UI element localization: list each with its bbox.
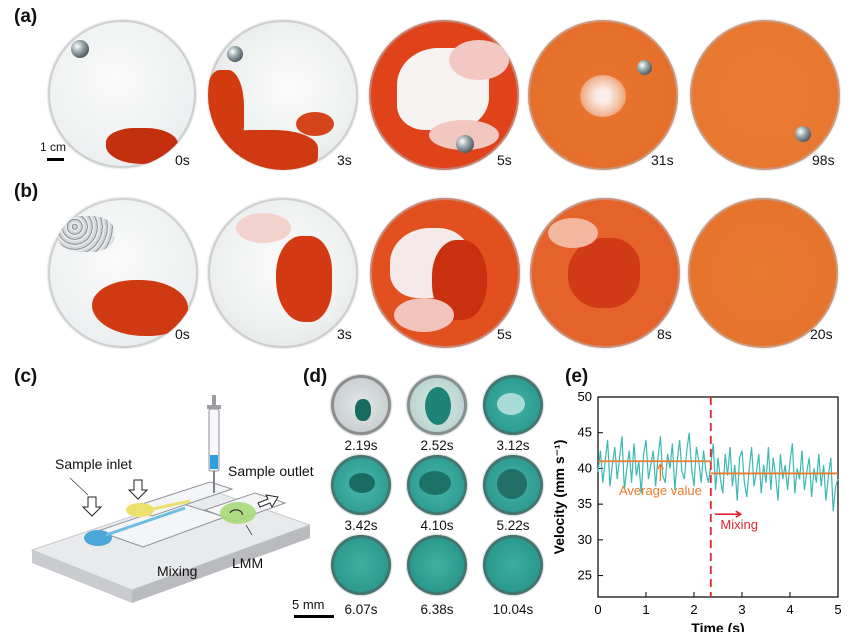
mixing-chamber	[220, 502, 256, 524]
dish-b-20s	[688, 198, 838, 348]
dish-b-8s	[530, 198, 680, 348]
up-arrow-icon	[656, 462, 665, 481]
y-tick-label: 50	[578, 389, 592, 404]
time-a-3: 31s	[651, 152, 674, 168]
mixing-frame-9	[483, 535, 543, 595]
dish-a-0s	[48, 20, 196, 168]
inlet-arrow-icon	[81, 496, 103, 517]
dish-a-98s	[690, 20, 840, 170]
plot-frame	[597, 396, 839, 598]
time-a-2: 5s	[497, 152, 512, 168]
metal-droplet-icon	[71, 40, 89, 58]
dish-a-3s	[208, 20, 358, 170]
time-b-3: 8s	[657, 326, 672, 342]
time-d-6: 6.07s	[344, 602, 378, 617]
device-diagram	[30, 395, 310, 603]
syringe-flange	[207, 405, 221, 409]
scale-bar-d	[294, 615, 334, 618]
time-d-1: 2.52s	[420, 438, 454, 453]
mixing-frame-2	[407, 375, 467, 435]
mixing-frame-8	[407, 535, 467, 595]
syringe-plunger	[212, 395, 216, 405]
dish-a-31s	[528, 20, 678, 170]
panel-c-label: (c)	[14, 366, 38, 387]
y-tick-label: 30	[578, 532, 592, 547]
yellow-inlet	[126, 503, 154, 517]
x-tick-label: 0	[594, 602, 601, 617]
metal-droplet-icon	[227, 46, 243, 62]
x-tick-label: 1	[642, 602, 649, 617]
time-d-5: 5.22s	[496, 518, 530, 533]
lmm-label: LMM	[232, 555, 264, 571]
time-a-0: 0s	[175, 152, 190, 168]
mixing-frame-3	[483, 375, 543, 435]
dish-b-3s	[208, 198, 358, 348]
x-tick-label: 2	[690, 602, 697, 617]
x-tick-label: 5	[834, 602, 841, 617]
chip-base-front	[132, 525, 310, 603]
mixing-frame-6	[483, 455, 543, 515]
scale-bar-a-label: 1 cm	[40, 140, 67, 154]
mixing-frame-5	[407, 455, 467, 515]
sample-inlet-label: Sample inlet	[55, 456, 133, 472]
time-d-3: 3.42s	[344, 518, 378, 533]
time-b-0: 0s	[175, 326, 190, 342]
series-velocity-line	[597, 432, 839, 512]
syringe-needle	[213, 471, 215, 493]
right-arrow-icon	[714, 510, 743, 518]
metal-droplet-icon	[637, 60, 652, 75]
mixing-annotation: Mixing	[720, 517, 758, 532]
syringe-liquid	[210, 455, 218, 469]
y-axis-label: Velocity (mm s⁻¹)	[551, 440, 567, 555]
scale-bar-d-label: 5 mm	[292, 597, 325, 612]
panel-a-label: (a)	[14, 6, 38, 27]
time-b-1: 3s	[337, 326, 352, 342]
time-b-2: 5s	[497, 326, 512, 342]
y-tick-label: 45	[578, 425, 592, 440]
time-d-0: 2.19s	[344, 438, 378, 453]
time-d-2: 3.12s	[496, 438, 530, 453]
y-tick-label: 35	[578, 496, 592, 511]
yellow-stream	[147, 499, 191, 512]
outlet-arrow-icon	[257, 494, 279, 509]
time-b-4: 20s	[810, 326, 833, 342]
mixing-frame-4	[331, 455, 391, 515]
dish-b-0s	[48, 198, 198, 348]
x-tick-label: 4	[786, 602, 793, 617]
time-d-7: 6.38s	[420, 602, 454, 617]
rotation-arrow-icon	[229, 509, 243, 516]
time-d-8: 10.04s	[492, 602, 534, 617]
panel-b-label: (b)	[14, 181, 39, 202]
mixing-frame-7	[331, 535, 391, 595]
x-tick-label: 3	[738, 602, 745, 617]
sample-outlet-label: Sample outlet	[228, 463, 314, 479]
chip-base-side	[32, 550, 132, 603]
blue-inlet	[84, 530, 112, 546]
scale-bar-a	[47, 158, 64, 161]
dish-a-5s	[369, 20, 519, 170]
y-tick-label: 40	[578, 460, 592, 475]
y-tick-label: 25	[578, 568, 592, 583]
panel-d-label: (d)	[303, 366, 328, 387]
metal-droplet-icon	[456, 135, 474, 153]
metal-droplet-icon	[795, 126, 811, 142]
mixing-frame-1	[331, 375, 391, 435]
average-value-annotation: Average value	[619, 483, 702, 498]
mixing-label: Mixing	[157, 563, 198, 579]
time-d-4: 4.10s	[420, 518, 454, 533]
dish-b-5s	[370, 198, 520, 348]
inlet-arrow-icon	[127, 479, 149, 500]
panel-e-label: (e)	[565, 366, 589, 387]
time-a-1: 3s	[337, 152, 352, 168]
time-a-4: 98s	[812, 152, 835, 168]
blue-stream	[105, 506, 186, 537]
x-axis-label: Time (s)	[691, 620, 744, 632]
